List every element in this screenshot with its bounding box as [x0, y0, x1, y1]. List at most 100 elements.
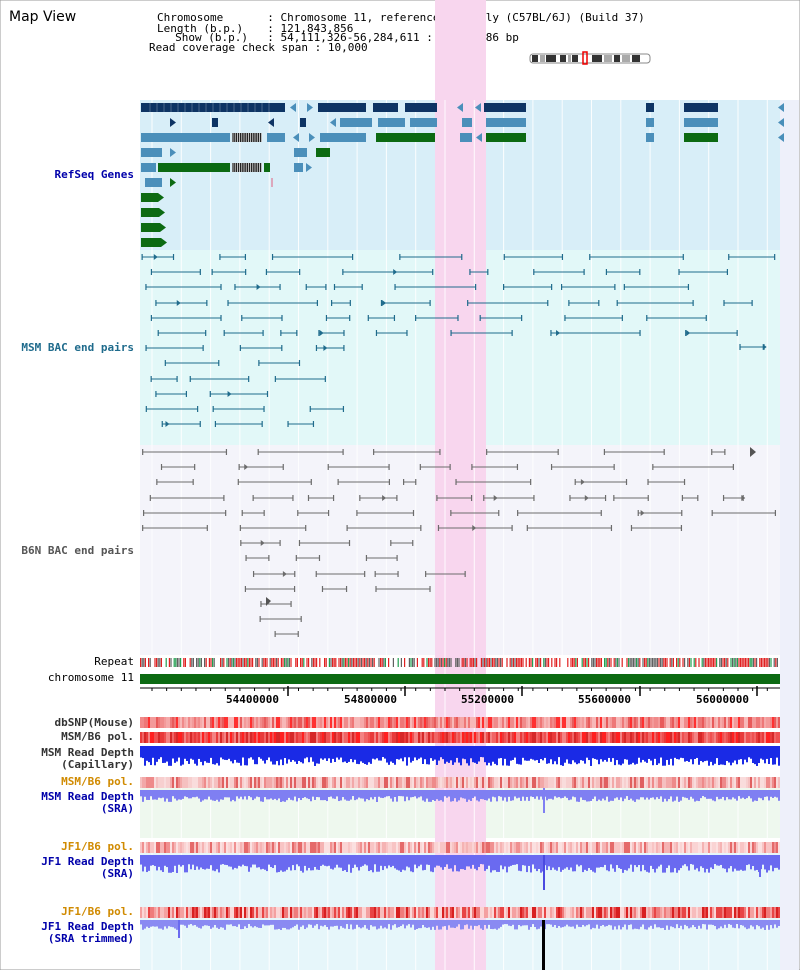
depth-bar: [522, 790, 524, 797]
heat-cell: [756, 777, 758, 788]
heat-cell: [772, 907, 774, 918]
repeat-element: [370, 658, 372, 667]
repeat-element: [404, 658, 406, 667]
depth-bar: [456, 920, 458, 927]
heat-cell: [250, 842, 252, 853]
heat-cell: [466, 777, 468, 788]
heat-cell: [448, 777, 450, 788]
msm-pol-label-2[interactable]: MSM/B6 pol.: [61, 775, 134, 788]
axis-tick-label: 56000000: [696, 693, 749, 706]
msm-bac-label[interactable]: MSM BAC end pairs: [21, 341, 134, 354]
depth-bar: [212, 790, 214, 801]
heat-cell: [518, 732, 520, 743]
heat-cell: [304, 732, 306, 743]
repeat-element: [296, 658, 298, 667]
depth-bar: [624, 920, 626, 925]
heat-cell: [604, 777, 606, 788]
depth-bar: [328, 790, 330, 798]
heat-cell: [192, 717, 194, 728]
jf1-pol-label-2[interactable]: JF1/B6 pol.: [61, 905, 134, 918]
heat-cell: [142, 732, 144, 743]
heat-cell: [264, 777, 266, 788]
heat-cell: [428, 907, 430, 918]
depth-bar: [590, 920, 592, 930]
depth-bar: [202, 855, 204, 870]
depth-bar: [354, 855, 356, 865]
msm-depth-capillary-label[interactable]: MSM Read Depth (Capillary): [41, 747, 134, 771]
depth-bar: [252, 746, 254, 760]
depth-bar: [692, 920, 694, 926]
depth-bar: [488, 855, 490, 866]
heat-cell: [650, 732, 652, 743]
heat-cell: [482, 842, 484, 853]
jf1-depth-label[interactable]: JF1 Read Depth (SRA): [41, 856, 134, 880]
depth-bar: [770, 855, 772, 866]
heat-cell: [666, 717, 668, 728]
heat-cell: [668, 717, 670, 728]
depth-bar: [770, 746, 772, 759]
repeat-element: [472, 658, 474, 667]
depth-bar: [188, 790, 190, 799]
depth-bar: [356, 790, 358, 800]
repeat-element: [514, 658, 516, 667]
heat-cell: [162, 777, 164, 788]
depth-bar: [400, 920, 402, 926]
msm-depth-sra-label[interactable]: MSM Read Depth (SRA): [41, 791, 134, 815]
heat-cell: [704, 717, 706, 728]
depth-bar: [412, 790, 414, 798]
heat-cell: [626, 732, 628, 743]
depth-bar: [264, 920, 266, 926]
depth-bar: [430, 855, 432, 872]
depth-bar: [428, 790, 430, 802]
heat-cell: [344, 907, 346, 918]
msm-pol-label-1[interactable]: MSM/B6 pol.: [61, 730, 134, 743]
repeat-element: [519, 658, 521, 667]
heat-cell: [286, 732, 288, 743]
dbsnp-label[interactable]: dbSNP(Mouse): [54, 716, 134, 729]
heat-cell: [214, 732, 216, 743]
repeat-element: [765, 658, 767, 667]
depth-bar: [276, 746, 278, 762]
depth-bar: [686, 920, 688, 927]
depth-bar: [464, 746, 466, 760]
depth-bar: [502, 920, 504, 925]
heat-cell: [500, 777, 502, 788]
depth-bar: [510, 855, 512, 866]
heat-cell: [612, 777, 614, 788]
heat-cell: [142, 717, 144, 728]
heat-cell: [372, 842, 374, 853]
heat-cell: [150, 777, 152, 788]
heat-cell: [346, 907, 348, 918]
heat-cell: [606, 717, 608, 728]
heat-cell: [576, 777, 578, 788]
heat-cell: [740, 732, 742, 743]
depth-bar: [554, 790, 556, 797]
heat-cell: [246, 842, 248, 853]
heat-cell: [340, 732, 342, 743]
heat-cell: [260, 717, 262, 728]
heat-cell: [714, 842, 716, 853]
jf1-depth-trimmed-label[interactable]: JF1 Read Depth (SRA trimmed): [41, 921, 134, 945]
gene-feature: [684, 118, 718, 127]
depth-bar: [638, 746, 640, 758]
repeat-element: [168, 658, 170, 667]
heat-cell: [456, 907, 458, 918]
depth-bar: [410, 855, 412, 872]
heat-cell: [470, 717, 472, 728]
depth-bar: [708, 855, 710, 873]
heat-cell: [268, 777, 270, 788]
heat-cell: [172, 842, 174, 853]
jf1-pol-label-1[interactable]: JF1/B6 pol.: [61, 840, 134, 853]
heat-cell: [158, 717, 160, 728]
depth-bar: [220, 855, 222, 865]
depth-bar: [392, 790, 394, 802]
depth-bar: [184, 855, 186, 873]
heat-cell: [632, 732, 634, 743]
depth-bar: [520, 920, 522, 927]
depth-bar: [282, 855, 284, 872]
b6n-bac-label[interactable]: B6N BAC end pairs: [21, 544, 134, 557]
refseq-genes-label[interactable]: RefSeq Genes: [54, 168, 134, 181]
heat-cell: [498, 777, 500, 788]
heat-cell: [144, 842, 146, 853]
